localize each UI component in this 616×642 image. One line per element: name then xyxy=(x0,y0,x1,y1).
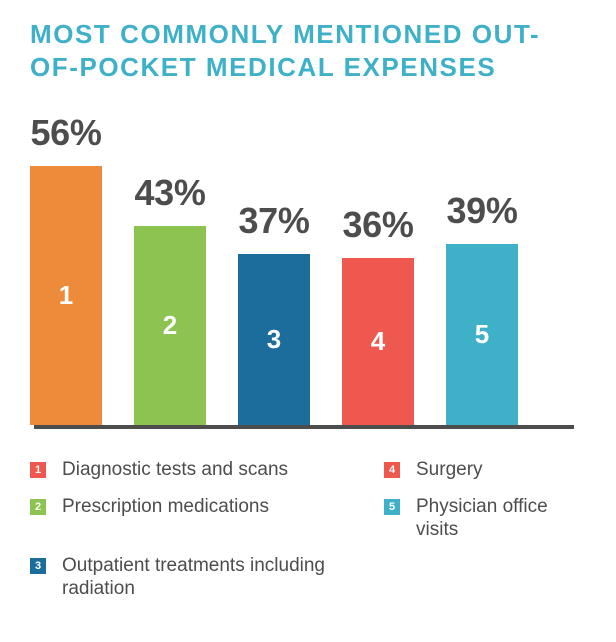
legend-text: Prescription medications xyxy=(62,496,269,519)
bar-value-label: 36% xyxy=(328,204,428,246)
legend: 1 Diagnostic tests and scans 4 Surgery 2 Pres… xyxy=(30,459,590,601)
bar-value-label: 37% xyxy=(224,200,324,242)
bar-col-3: 37%3 xyxy=(238,254,310,425)
bar-value-label: 39% xyxy=(432,190,532,232)
chart-area: 56%143%237%336%439%5 xyxy=(30,97,588,429)
bar-value-label: 43% xyxy=(120,172,220,214)
legend-text: Diagnostic tests and scans xyxy=(62,459,288,482)
legend-item: 3 Outpatient treatments including radiati… xyxy=(30,555,360,601)
legend-text: Physician office visits xyxy=(416,496,594,542)
legend-item: 2 Prescription medications xyxy=(30,496,360,519)
bar: 3 xyxy=(238,254,310,425)
bar-value-label: 56% xyxy=(16,112,116,154)
legend-item: 4 Surgery xyxy=(384,459,594,482)
legend-text: Outpatient treatments including radiatio… xyxy=(62,555,360,601)
legend-item: 1 Diagnostic tests and scans xyxy=(30,459,360,482)
bar-col-2: 43%2 xyxy=(134,226,206,425)
infographic: MOST COMMONLY MENTIONED OUT-OF-POCKET ME… xyxy=(0,0,616,642)
legend-swatch: 4 xyxy=(384,462,400,478)
bar: 4 xyxy=(342,258,414,425)
legend-swatch: 3 xyxy=(30,558,46,574)
legend-text: Surgery xyxy=(416,459,483,482)
legend-item: 5 Physician office visits xyxy=(384,496,594,542)
bar: 2 xyxy=(134,226,206,425)
bar: 1 xyxy=(30,166,102,425)
bar-col-5: 39%5 xyxy=(446,244,518,425)
legend-swatch: 1 xyxy=(30,462,46,478)
legend-swatch: 5 xyxy=(384,499,400,515)
bar-chart: 56%143%237%336%439%5 xyxy=(30,97,588,429)
chart-title: MOST COMMONLY MENTIONED OUT-OF-POCKET ME… xyxy=(30,18,588,83)
legend-swatch: 2 xyxy=(30,499,46,515)
bar: 5 xyxy=(446,244,518,425)
x-axis xyxy=(34,425,574,429)
bar-col-1: 56%1 xyxy=(30,166,102,425)
bar-col-4: 36%4 xyxy=(342,258,414,425)
